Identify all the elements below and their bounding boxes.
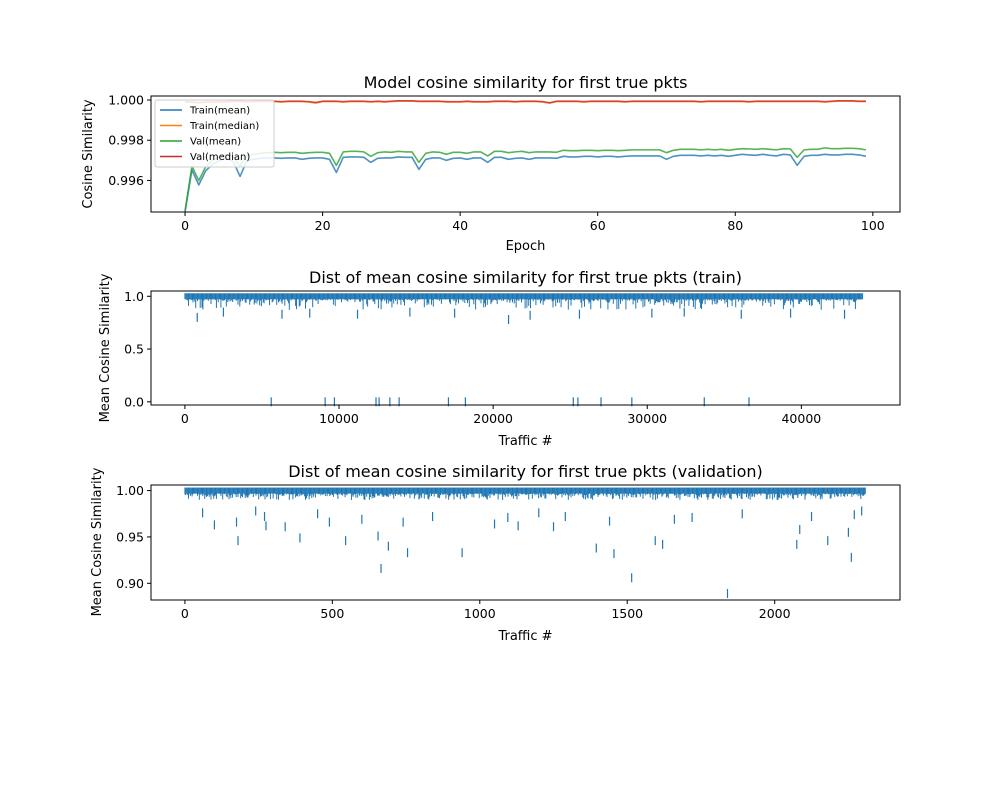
subplot-2-x-tick-label: 0 [181,411,189,426]
subplot-3-x-tick-label: 0 [181,606,189,621]
subplot-1-y-tick-label: 0.996 [108,173,144,188]
subplot-1-x-tick-label: 100 [861,218,885,233]
subplot-3-frame [150,484,901,601]
subplot-epoch-cosine: Model cosine similarity for first true p… [81,73,901,254]
subplot-2-x-tick-label: 30000 [627,411,667,426]
series-line-val-median [185,100,866,104]
legend: Train(mean) Train(median) Val(mean) Val(… [154,99,275,168]
subplot-2-x-axis-label: Traffic # [497,434,552,449]
subplot-1-x-tick-label: 80 [727,218,743,233]
subplot-2-frame [150,290,901,406]
subplot-3-axes: 0 500 1000 1500 2000 0.90 0.95 1.00 [116,483,790,621]
legend-entry-train-median: Train(median) [160,121,259,132]
subplot-1-frame [150,95,901,213]
subplot-1-x-tick-label: 40 [452,218,468,233]
series-line-train-mean [184,153,867,213]
subplot-3-y-tick-label: 0.90 [116,576,144,591]
subplot-1-title: Model cosine similarity for first true p… [364,73,688,92]
subplot-3-title: Dist of mean cosine similarity for first… [288,462,763,481]
subplot-1-y-axis-label: Cosine Similarity [81,99,96,209]
legend-box [154,99,275,168]
legend-entry-train-mean: Train(mean) [160,106,250,117]
subplot-1-y-tick-label: 1.000 [108,93,144,108]
subplot-validation-distribution: Dist of mean cosine similarity for first… [90,462,901,644]
subplot-1-plot-area [184,100,867,213]
legend-label-train-median: Train(median) [189,121,259,132]
subplot-1-x-tick-label: 20 [315,218,331,233]
subplot-1-x-tick-label: 60 [590,218,606,233]
subplot-2-x-tick-label: 20000 [473,411,513,426]
subplot-1-x-axis-label: Epoch [506,239,546,254]
subplot-3-x-tick-label: 1500 [611,606,643,621]
subplot-2-plot-area [184,293,864,407]
legend-label-val-median: Val(median) [190,152,250,163]
subplot-3-plot-area [184,487,866,599]
subplot-2-y-tick-label: 0.0 [124,394,144,409]
subplot-3-x-tick-label: 1000 [464,606,496,621]
subplot-1-x-tick-label: 0 [181,218,189,233]
subplot-2-y-axis-label: Mean Cosine Similarity [98,273,113,422]
series-line-val-mean [184,147,867,211]
subplot-3-x-axis-label: Traffic # [497,629,552,644]
subplot-3-y-tick-label: 1.00 [116,483,144,498]
subplot-2-axes: 0 10000 20000 30000 40000 0.0 0.5 1.0 [124,289,821,426]
subplot-2-y-tick-label: 1.0 [124,289,144,304]
subplot-1-y-tick-label: 0.998 [108,133,144,148]
subplot-2-x-tick-label: 40000 [781,411,821,426]
subplot-2-title: Dist of mean cosine similarity for first… [309,268,742,287]
subplot-3-x-tick-label: 500 [320,606,344,621]
subplot-train-distribution: Dist of mean cosine similarity for first… [98,268,901,449]
subplot-2-y-tick-label: 0.5 [124,342,144,357]
subplot-3-x-tick-label: 2000 [759,606,791,621]
subplot-2-x-tick-label: 10000 [319,411,359,426]
legend-label-val-mean: Val(mean) [190,137,241,148]
subplot-3-y-tick-label: 0.95 [116,529,144,544]
legend-entry-val-median: Val(median) [160,152,250,163]
legend-label-train-mean: Train(mean) [189,106,250,117]
subplot-3-y-axis-label: Mean Cosine Similarity [90,467,105,616]
subplot-1-axes: 0 20 40 60 80 100 0.996 0.998 1.000 [108,93,885,233]
legend-entry-val-mean: Val(mean) [160,137,241,148]
